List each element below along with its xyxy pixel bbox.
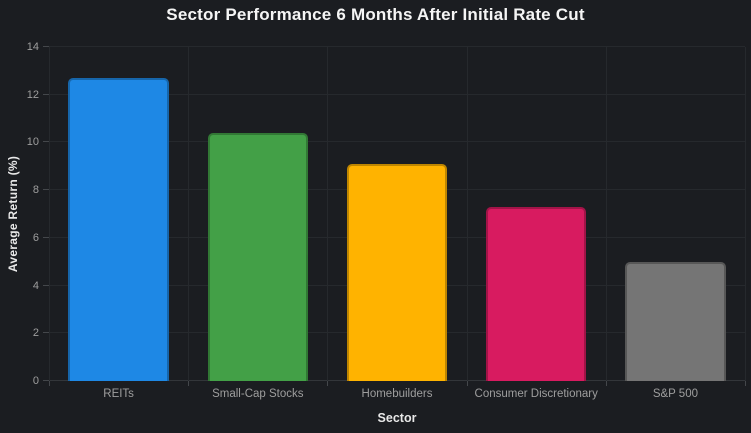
bar-small-cap-stocks [207, 132, 308, 381]
y-tick-label: 4 [32, 279, 39, 292]
x-tick-label-s-p-500: S&P 500 [652, 388, 698, 400]
y-tick-label: 10 [26, 136, 39, 149]
y-tick-mark [43, 46, 49, 47]
x-axis: REITs Small-Cap Stocks Homebuilders Consume… [49, 387, 745, 401]
x-tick-mark [188, 381, 190, 386]
y-gridline [49, 93, 745, 95]
y-tick-label: 6 [32, 231, 39, 244]
x-gridline [327, 47, 329, 381]
bar-s-p-500 [625, 261, 726, 381]
plot-area [49, 46, 746, 386]
x-axis-title: Sector [377, 411, 417, 425]
bar-slot-s-p-500 [606, 47, 745, 381]
y-tick-mark [43, 189, 49, 191]
x-tick-mark [49, 381, 50, 386]
y-tick-mark [43, 141, 49, 143]
bars-group [49, 47, 745, 381]
y-tick-label: 8 [32, 184, 39, 197]
chart-title: Sector Performance 6 Months After Initia… [166, 5, 585, 24]
x-tick-label-consumer-discretionary: Consumer Discretionary [474, 388, 598, 400]
bar-homebuilders [346, 163, 448, 381]
x-tick-mark [466, 381, 468, 386]
y-tick-label: 12 [26, 88, 39, 101]
y-gridline [49, 46, 745, 47]
y-tick-label: 0 [32, 375, 39, 387]
x-tick-mark [745, 381, 746, 386]
y-tick-mark [43, 332, 49, 334]
x-tick-mark [605, 381, 607, 386]
x-tick-label-homebuilders: Homebuilders [361, 388, 433, 400]
x-gridline [49, 47, 50, 381]
x-gridline [466, 47, 468, 381]
y-tick-mark [43, 284, 49, 286]
bar-reits [68, 78, 169, 381]
bar-slot-homebuilders [327, 47, 466, 381]
bar-slot-reits [49, 47, 188, 381]
bar-slot-small-cap-stocks [188, 47, 327, 381]
x-tick-mark [327, 381, 329, 386]
x-gridline [605, 47, 607, 381]
x-tick-label-reits: REITs [103, 388, 134, 400]
bar-consumer-discretionary [486, 206, 587, 381]
y-tick-mark [43, 93, 49, 95]
x-tick-label-small-cap-stocks: Small-Cap Stocks [212, 388, 304, 400]
y-tick-label: 2 [32, 327, 39, 340]
y-tick-label: 14 [26, 41, 39, 53]
y-axis: 0 2 4 6 8 10 12 14 [0, 41, 49, 387]
bar-slot-consumer-discretionary [467, 47, 606, 381]
y-tick-mark [43, 380, 49, 381]
x-gridline [188, 47, 190, 381]
y-tick-mark [43, 236, 49, 238]
x-gridline [745, 47, 746, 381]
y-gridline [49, 141, 745, 143]
